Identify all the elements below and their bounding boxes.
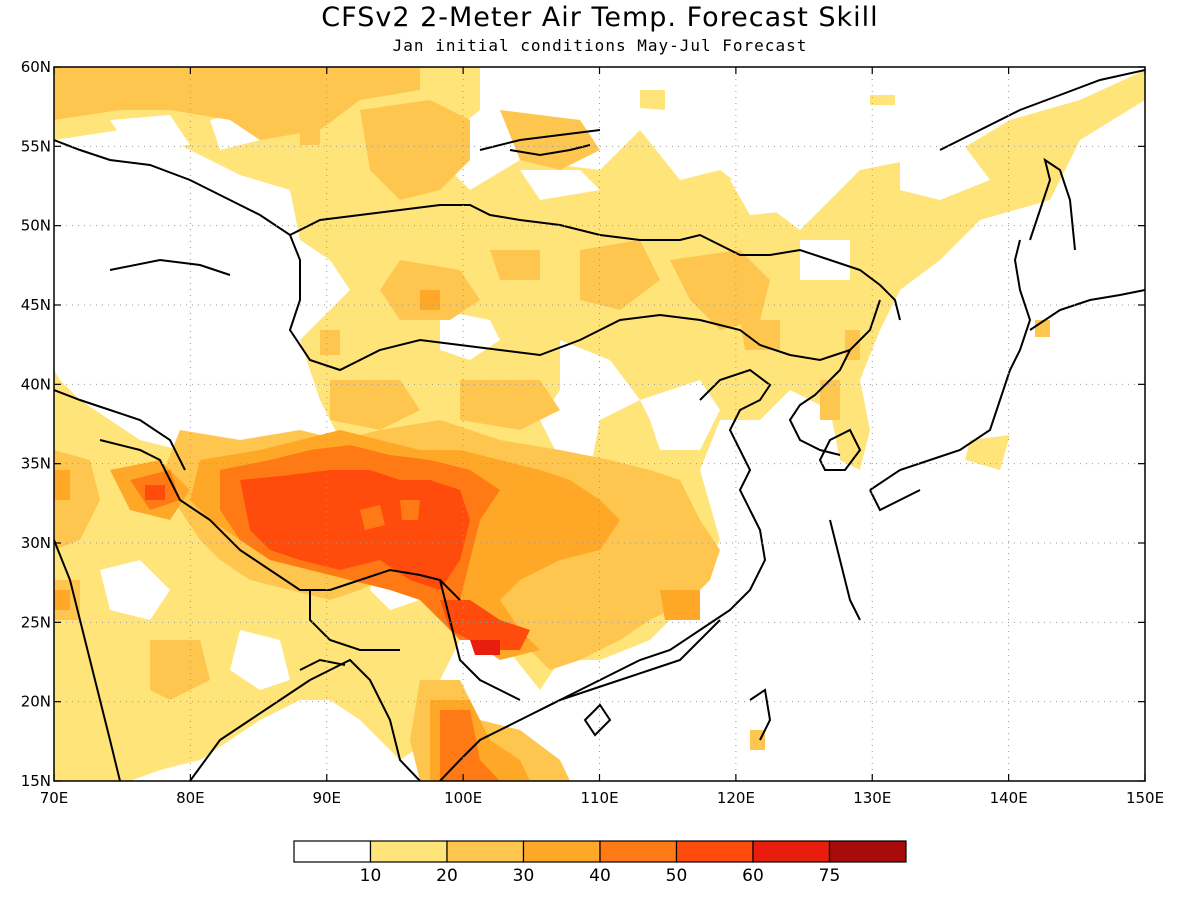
lat-tick-label: 55N (21, 137, 51, 155)
colorbar-swatch (752, 840, 831, 863)
skill-colorbar (293, 840, 907, 863)
coastlines-and-borders (54, 69, 1145, 781)
lat-tick-label: 25N (21, 613, 51, 631)
lat-tick-label: 30N (21, 534, 51, 552)
colorbar-level-label: 75 (819, 866, 841, 886)
longitude-labels: 70E 80E 90E 100E 110E 120E 130E 140E 150E (40, 789, 1164, 807)
lon-tick-label: 150E (1126, 789, 1164, 807)
lon-tick-label: 80E (176, 789, 205, 807)
map-subtitle: Jan initial conditions May-Jul Forecast (392, 36, 808, 55)
skill-shading (54, 67, 1145, 781)
colorbar-swatch (675, 840, 754, 863)
latitude-labels: 60N 55N 50N 45N 40N 35N 30N 25N 20N 15N (21, 58, 51, 790)
colorbar-level-label: 50 (666, 866, 688, 886)
lon-tick-label: 110E (580, 789, 618, 807)
colorbar-level-label: 20 (436, 866, 458, 886)
lat-tick-label: 45N (21, 296, 51, 314)
colorbar-level-label: 10 (360, 866, 382, 886)
colorbar-swatch (599, 840, 678, 863)
lon-tick-label: 100E (444, 789, 482, 807)
colorbar-swatch (828, 840, 907, 863)
lon-tick-label: 140E (990, 789, 1028, 807)
lon-tick-label: 130E (853, 789, 891, 807)
colorbar-level-label: 30 (513, 866, 535, 886)
lat-tick-label: 50N (21, 217, 51, 235)
colorbar-level-label: 60 (742, 866, 764, 886)
lat-tick-label: 40N (21, 375, 51, 393)
lat-tick-label: 20N (21, 693, 51, 711)
lon-tick-label: 70E (40, 789, 69, 807)
colorbar-labels: 10 20 30 40 50 60 75 (360, 866, 841, 886)
lon-tick-label: 120E (717, 789, 755, 807)
lat-tick-label: 60N (21, 58, 51, 76)
gridlines (54, 67, 1145, 781)
colorbar-swatch (522, 840, 601, 863)
lat-tick-label: 15N (21, 772, 51, 790)
map-title: CFSv2 2-Meter Air Temp. Forecast Skill (321, 2, 879, 33)
lat-tick-label: 35N (21, 455, 51, 473)
colorbar-swatch (293, 840, 372, 863)
colorbar-swatch (446, 840, 525, 863)
axis-ticks (53, 66, 1146, 782)
colorbar-level-label: 40 (589, 866, 611, 886)
colorbar-swatch (369, 840, 448, 863)
lon-tick-label: 90E (312, 789, 341, 807)
